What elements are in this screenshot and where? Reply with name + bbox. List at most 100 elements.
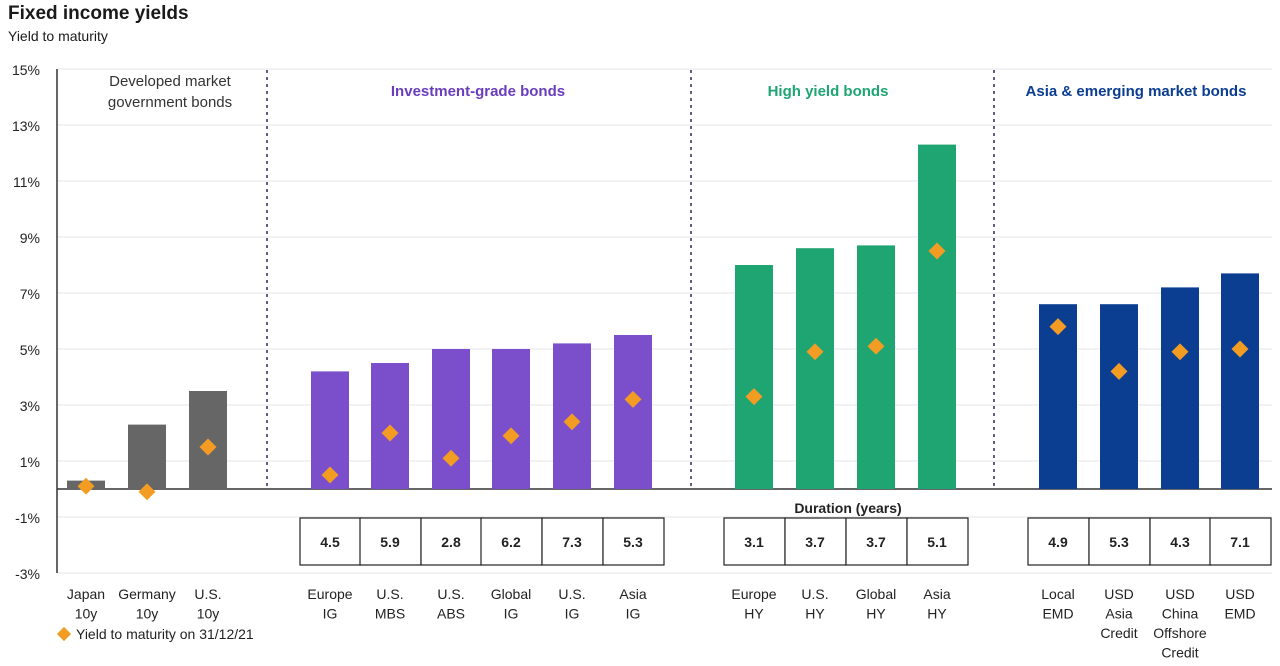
duration-value: 3.1 <box>744 534 764 550</box>
yield-diamond <box>806 343 824 361</box>
chart-title: Fixed income yields <box>8 3 189 24</box>
duration-box <box>359 517 422 566</box>
group-title: Asia & emerging market bonds <box>1026 83 1247 100</box>
duration-value: 5.1 <box>927 534 947 550</box>
yield-diamond <box>442 449 460 467</box>
duration-value: 7.1 <box>1230 534 1250 550</box>
category-label: Credit <box>1100 625 1137 641</box>
category-label: Europe <box>731 586 776 602</box>
yield-diamond <box>381 424 399 442</box>
duration-label: Duration (years) <box>794 500 901 516</box>
bar-global-ig <box>492 349 530 489</box>
category-label: MBS <box>375 606 405 622</box>
legend-label: Yield to maturity on 31/12/21 <box>76 626 254 642</box>
duration-box <box>1149 517 1212 566</box>
yield-diamond <box>199 438 217 456</box>
yield-diamond <box>77 477 95 495</box>
y-tick-label: -1% <box>15 510 40 526</box>
category-label: HY <box>744 606 764 622</box>
duration-value: 4.9 <box>1048 534 1068 550</box>
bar-europe-hy <box>735 265 773 489</box>
category-label: HY <box>805 606 825 622</box>
yield-diamond <box>138 483 156 501</box>
duration-value: 3.7 <box>805 534 825 550</box>
yield-diamond <box>563 413 581 431</box>
category-label: Asia <box>1105 606 1132 622</box>
category-label: Asia <box>923 586 950 602</box>
yield-diamond <box>624 390 642 408</box>
duration-value: 2.8 <box>441 534 461 550</box>
group-title: Investment-grade bonds <box>391 83 565 100</box>
y-tick-label: 13% <box>12 118 40 134</box>
category-label: China <box>1162 606 1199 622</box>
yield-diamond <box>928 242 946 260</box>
yield-diamond <box>502 427 520 445</box>
bar-usd-china-offshore-credit <box>1161 287 1199 489</box>
bar-global-hy <box>857 245 895 489</box>
duration-box <box>1209 517 1272 566</box>
duration-box <box>784 517 847 566</box>
yield-diamond <box>321 466 339 484</box>
y-tick-label: 15% <box>12 62 40 78</box>
category-label: 10y <box>136 606 159 622</box>
category-label: EMD <box>1042 606 1073 622</box>
category-label: Credit <box>1161 645 1198 661</box>
duration-box <box>602 517 665 566</box>
duration-box <box>723 517 786 566</box>
yield-diamond <box>867 337 885 355</box>
group-title: government bonds <box>108 94 232 111</box>
y-tick-label: 5% <box>20 342 40 358</box>
bar-asia-hy <box>918 144 956 489</box>
bar-germany-10y <box>128 424 166 489</box>
duration-value: 5.3 <box>623 534 643 550</box>
legend-diamond-icon <box>56 626 72 642</box>
bar-usd-emd <box>1221 273 1259 489</box>
category-label: Global <box>856 586 896 602</box>
duration-box <box>420 517 483 566</box>
group-title: Developed market <box>109 73 232 90</box>
duration-box <box>1027 517 1090 566</box>
yield-diamond <box>745 388 763 406</box>
duration-box <box>906 517 969 566</box>
y-tick-label: 7% <box>20 286 40 302</box>
category-label: 10y <box>75 606 98 622</box>
category-label: Japan <box>67 586 105 602</box>
y-tick-label: 9% <box>20 230 40 246</box>
category-label: USD <box>1165 586 1195 602</box>
y-tick-label: 1% <box>20 454 40 470</box>
category-label: Global <box>491 586 531 602</box>
group-title: High yield bonds <box>768 83 889 100</box>
duration-value: 5.3 <box>1109 534 1129 550</box>
category-label: ABS <box>437 606 465 622</box>
category-label: Asia <box>619 586 646 602</box>
duration-value: 4.3 <box>1170 534 1190 550</box>
category-label: IG <box>323 606 338 622</box>
duration-value: 3.7 <box>866 534 886 550</box>
category-label: U.S. <box>558 586 585 602</box>
category-label: USD <box>1104 586 1134 602</box>
category-label: 10y <box>197 606 220 622</box>
y-tick-label: 3% <box>20 398 40 414</box>
category-label: HY <box>927 606 947 622</box>
category-label: HY <box>866 606 886 622</box>
category-label: U.S. <box>437 586 464 602</box>
category-label: IG <box>626 606 641 622</box>
category-label: Local <box>1041 586 1074 602</box>
category-label: EMD <box>1224 606 1255 622</box>
bar-asia-ig <box>614 335 652 489</box>
chart-subtitle: Yield to maturity <box>8 28 108 44</box>
bar-u-s-abs <box>432 349 470 489</box>
duration-value: 6.2 <box>501 534 521 550</box>
bar-u-s-hy <box>796 248 834 489</box>
category-label: U.S. <box>801 586 828 602</box>
category-label: USD <box>1225 586 1255 602</box>
y-tick-label: 11% <box>13 174 40 190</box>
duration-value: 5.9 <box>380 534 400 550</box>
category-label: IG <box>565 606 580 622</box>
duration-value: 4.5 <box>320 534 340 550</box>
category-label: U.S. <box>376 586 403 602</box>
bar-usd-asia-credit <box>1100 304 1138 489</box>
duration-value: 7.3 <box>562 534 582 550</box>
category-label: U.S. <box>194 586 221 602</box>
